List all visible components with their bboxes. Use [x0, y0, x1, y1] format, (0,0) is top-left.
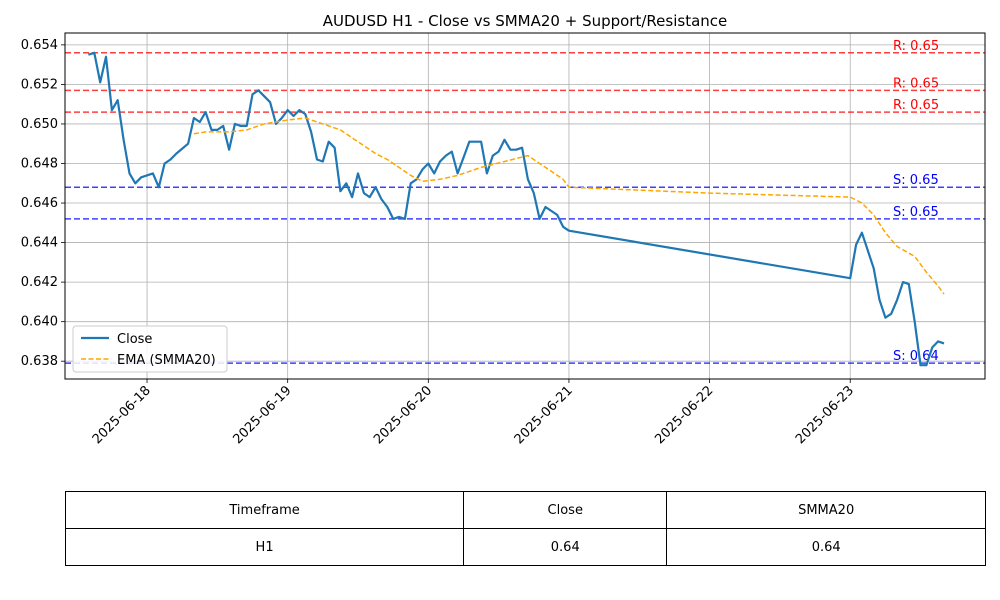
chart: 0.638 0.640 0.642 0.644 0.646 0.648 0.650 0.652… — [21, 12, 986, 447]
y-tick-label: 0.644 — [21, 236, 58, 251]
legend-label: Close — [117, 332, 152, 347]
y-tick-label: 0.638 — [21, 354, 58, 369]
smma20-series-line — [193, 117, 945, 295]
x-tick-label: 2025-06-23 — [793, 383, 857, 447]
x-tick-label: 2025-06-19 — [230, 383, 294, 447]
y-tick-label: 0.654 — [21, 38, 58, 53]
table-cell-timeframe: H1 — [64, 528, 465, 566]
table-header-row: Timeframe Close SMMA20 — [64, 491, 986, 529]
x-tick-label: 2025-06-21 — [512, 383, 576, 447]
legend-box — [72, 325, 228, 373]
table-cell-smma20: 0.64 — [666, 528, 986, 566]
x-tick-label: 2025-06-18 — [90, 383, 154, 447]
table-header-smma20: SMMA20 — [666, 491, 986, 529]
y-tick-label: 0.640 — [21, 315, 58, 330]
support-label: S: 0.65 — [893, 173, 939, 188]
resistance-label: R: 0.65 — [893, 39, 939, 54]
y-tick-label: 0.642 — [21, 275, 58, 290]
summary-table: Timeframe Close SMMA20 H1 0.64 0.64 — [64, 491, 986, 566]
axes-frame — [64, 32, 986, 380]
y-tick-label: 0.650 — [21, 117, 58, 132]
x-tick-label: 2025-06-20 — [371, 383, 435, 447]
table-row: H1 0.64 0.64 — [64, 528, 986, 566]
resistance-label: R: 0.65 — [893, 76, 939, 91]
support-label: S: 0.65 — [893, 205, 939, 220]
resistance-label: R: 0.65 — [893, 98, 939, 113]
close-series-line — [88, 51, 945, 367]
y-tick-label: 0.652 — [21, 77, 58, 92]
chart-title: AUDUSD H1 - Close vs SMMA20 + Support/Re… — [323, 12, 728, 30]
table-header-close: Close — [463, 491, 668, 529]
y-tick-label: 0.648 — [21, 156, 58, 171]
y-tick-label: 0.646 — [21, 196, 58, 211]
x-tick-label: 2025-06-22 — [652, 383, 716, 447]
table-cell-close: 0.64 — [463, 528, 668, 566]
legend-label: EMA (SMMA20) — [117, 353, 216, 368]
table-header-timeframe: Timeframe — [64, 491, 465, 529]
